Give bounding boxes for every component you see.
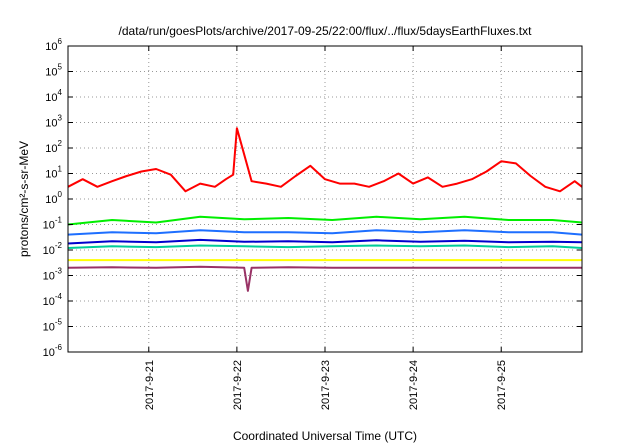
y-tick-label: 10-6: [43, 343, 63, 359]
grid-layer: [68, 46, 582, 352]
y-tick-label: 101: [45, 165, 62, 181]
y-axis: 10-6 10-5 10-4 10-3 10-2 10-1 100 101 102 103 104 1…: [43, 37, 582, 359]
y-tick-label: 103: [45, 114, 62, 130]
y-axis-label: protons/cm²-s-sr-MeV: [17, 141, 31, 257]
y-tick-label: 104: [45, 88, 62, 104]
series-line-3: [67, 244, 583, 249]
y-tick-label: 106: [45, 37, 62, 53]
y-tick-label: 10-4: [43, 292, 63, 308]
series-line-0: [67, 127, 583, 193]
series-line-1: [67, 215, 583, 226]
series-line-4: [67, 238, 583, 245]
x-axis-label: Coordinated Universal Time (UTC): [233, 429, 417, 443]
series-line-2: [67, 229, 583, 236]
x-tick-label: 2017-9-25: [496, 360, 508, 410]
y-tick-label: 105: [45, 63, 62, 79]
x-tick-label: 2017-9-21: [144, 360, 156, 410]
y-tick-label: 10-1: [43, 216, 63, 232]
x-tick-label: 2017-9-23: [320, 360, 332, 410]
y-tick-label: 10-5: [43, 318, 63, 334]
y-tick-label: 10-3: [43, 267, 63, 283]
chart-title: /data/run/goesPlots/archive/2017-09-25/2…: [119, 24, 533, 38]
series-layer: [67, 127, 583, 292]
x-axis: 2017-9-21 2017-9-22 2017-9-23 2017-9-24 2017…: [144, 46, 508, 410]
y-tick-label: 100: [45, 190, 62, 206]
x-tick-label: 2017-9-24: [408, 360, 420, 410]
y-tick-label: 10-2: [43, 241, 63, 257]
series-line-6: [67, 265, 582, 292]
y-tick-label: 102: [45, 139, 62, 155]
x-tick-label: 2017-9-22: [232, 360, 244, 410]
